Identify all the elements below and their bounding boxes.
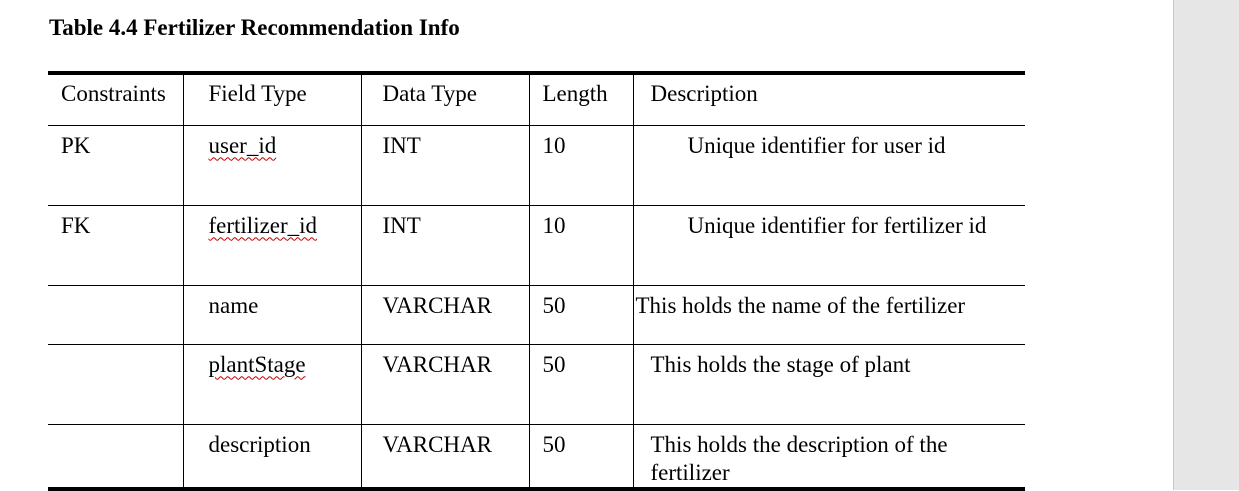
table-caption: Table 4.4 Fertilizer Recommendation Info [49, 15, 460, 40]
cell-type: VARCHAR [360, 285, 529, 345]
cell-length: 50 [528, 424, 633, 491]
cell-constraint: PK [48, 125, 183, 206]
cell-field: name [182, 285, 361, 345]
cell-constraint: FK [48, 205, 183, 286]
table-row: description VARCHAR 50 This holds the de… [48, 424, 1025, 491]
cell-description: This holds the name of the fertilizer [632, 285, 1025, 345]
header-description: Description [632, 71, 1025, 126]
cell-type: INT [360, 205, 529, 286]
cell-length: 10 [528, 125, 633, 206]
fertilizer-recommendation-table: Constraints Field Type Data Type Length … [48, 71, 1025, 491]
cell-field: description [182, 424, 361, 491]
document-page: Table 4.4 Fertilizer Recommendation Info… [48, 15, 1025, 491]
cell-description: This holds the description of the fertil… [632, 424, 1025, 491]
cell-constraint [48, 424, 183, 491]
cell-type: INT [360, 125, 529, 206]
comments-pane [1173, 0, 1239, 490]
header-data-type: Data Type [360, 71, 529, 126]
cell-description: This holds the stage of plant [632, 344, 1025, 425]
cell-length: 50 [528, 285, 633, 345]
header-field-type: Field Type [182, 71, 361, 126]
table-row: plantStage VARCHAR 50 This holds the sta… [48, 344, 1025, 425]
header-constraints: Constraints [48, 71, 183, 126]
field-name-text: fertilizer_id [208, 212, 318, 238]
cell-description: Unique identifier for user id [632, 125, 1025, 206]
cell-field: plantStage [182, 344, 361, 425]
field-name-text: plantStage [208, 351, 306, 377]
cell-field: fertilizer_id [182, 205, 361, 286]
cell-field: user_id [182, 125, 361, 206]
table-row: FK fertilizer_id INT 10 Unique identifie… [48, 205, 1025, 286]
table-row: name VARCHAR 50 This holds the name of t… [48, 285, 1025, 345]
header-length: Length [528, 71, 633, 126]
cell-type: VARCHAR [360, 344, 529, 425]
cell-constraint [48, 344, 183, 425]
cell-description: Unique identifier for fertilizer id [632, 205, 1025, 286]
cell-length: 10 [528, 205, 633, 286]
cell-constraint [48, 285, 183, 345]
field-name-text: user_id [208, 132, 277, 158]
table-row: PK user_id INT 10 Unique identifier for … [48, 125, 1025, 206]
table-header-row: Constraints Field Type Data Type Length … [48, 71, 1025, 126]
cell-type: VARCHAR [360, 424, 529, 491]
cell-length: 50 [528, 344, 633, 425]
